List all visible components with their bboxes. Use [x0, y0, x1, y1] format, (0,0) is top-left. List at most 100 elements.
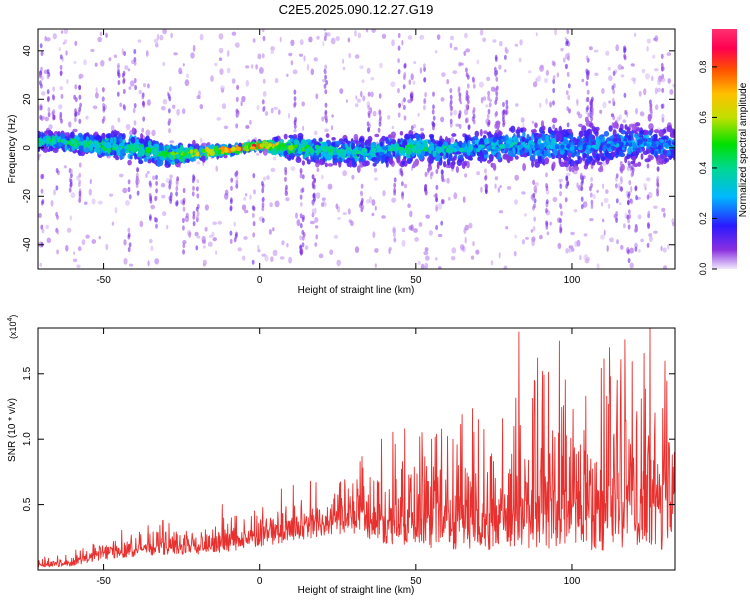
spectrogram-peak: [549, 144, 554, 150]
spectrogram-cell: [310, 68, 315, 76]
spectrogram-cell: [399, 131, 404, 136]
spectrogram-cell: [612, 97, 615, 103]
spectrogram-cell: [192, 175, 196, 181]
spectrogram-cell: [566, 29, 570, 35]
spectrogram-cell: [534, 161, 540, 168]
spectrogram-peak: [646, 143, 651, 148]
spectrogram-cell: [624, 109, 628, 115]
spectrogram-cell: [251, 205, 255, 211]
spectrogram-cell: [643, 183, 647, 188]
spectrogram-cell: [569, 159, 575, 167]
spectrogram-cell: [651, 75, 654, 82]
spectrogram-cell: [311, 199, 315, 205]
spectrogram-cell: [139, 138, 145, 144]
spectrogram-cell: [97, 135, 103, 143]
spectrogram-cell: [122, 187, 128, 194]
spectrogram-cell: [354, 29, 357, 37]
spectrogram-cell: [630, 63, 635, 67]
spectrogram-cell: [530, 129, 537, 134]
spectrogram-cell: [235, 171, 239, 177]
spectrogram-cell: [63, 132, 69, 137]
spectrogram-cell: [590, 199, 594, 205]
spectrogram-cell: [588, 46, 593, 51]
spectrogram-cell: [342, 212, 347, 216]
spectrogram-cell: [464, 108, 469, 116]
spectrogram-cell: [558, 178, 563, 182]
spectrogram-cell: [215, 250, 218, 255]
spectrogram-cell: [350, 142, 355, 151]
spectrogram-cell: [661, 154, 668, 159]
spectrogram-cell: [85, 136, 89, 143]
spectrogram-cell: [304, 152, 310, 157]
spectrogram-cell: [76, 264, 81, 269]
spectrogram-cell: [182, 187, 186, 194]
spectrogram-cell: [593, 49, 599, 53]
spectrogram-cell: [497, 152, 502, 160]
colorbar-tick-label: 0.8: [698, 61, 708, 74]
spectrogram-cell: [160, 105, 166, 111]
spectrogram-cell: [537, 75, 541, 82]
spectrogram-cell: [237, 247, 242, 252]
spectrogram-cell: [150, 204, 156, 210]
spectrogram-cell: [184, 79, 190, 87]
spectrogram-cell: [490, 260, 494, 266]
spectrogram-cell: [573, 208, 578, 213]
spectrogram-cell: [449, 94, 453, 100]
snr-chart: -50 0 50 100 0.5 1.0 1.5 Height of straight li…: [7, 315, 676, 596]
spectrogram-cell: [315, 93, 319, 100]
spectrogram-cell: [342, 170, 348, 177]
spectrogram-cell: [173, 52, 178, 56]
spectrogram-cell: [309, 220, 315, 225]
spectrogram-cell: [522, 163, 526, 172]
spectrogram-cell: [451, 247, 457, 254]
spectrogram-cell: [577, 155, 581, 161]
spectrogram-cell: [133, 60, 137, 66]
spectrogram-cell: [598, 134, 603, 140]
spectrogram-cell: [377, 127, 381, 133]
spectrogram-cell: [102, 115, 106, 122]
spectrogram-cell: [607, 66, 611, 71]
spectrogram-cell: [525, 236, 529, 240]
spectrogram-cell: [192, 185, 195, 191]
spectrogram-cell: [226, 50, 230, 57]
spectrogram-cell: [397, 69, 401, 75]
colorbar-label: Normalized spectral amplitude: [738, 82, 749, 217]
spectrogram-cell: [412, 124, 417, 129]
spectrogram-cell: [465, 103, 468, 110]
spectrogram-cell: [508, 150, 513, 157]
spectrogram-cell: [539, 234, 543, 240]
spectrogram-cell: [647, 113, 652, 122]
spectrogram-cell: [607, 203, 611, 209]
spectrogram-cell: [348, 219, 352, 223]
spectrogram-cell: [634, 32, 637, 38]
spectrogram-cell: [656, 175, 660, 181]
spectrogram-cell: [432, 125, 435, 131]
spectrogram-cell: [147, 159, 152, 164]
spectrogram-cell: [446, 158, 451, 166]
spectrogram-cell: [138, 89, 142, 95]
spectrogram-cell: [488, 153, 494, 162]
spectrogram-cell: [78, 172, 82, 178]
spectrogram-cell: [524, 139, 529, 144]
spectrogram-cell: [261, 202, 265, 208]
spectrogram-cell: [541, 125, 546, 131]
spectrogram-cell: [627, 218, 630, 224]
spectrogram-cell: [559, 223, 562, 227]
spectrogram-cell: [656, 87, 662, 93]
spectrogram-cell: [446, 78, 450, 85]
spectrogram-cell: [615, 198, 619, 204]
spectrogram-cell: [39, 72, 42, 78]
spectrogram-cell: [661, 87, 665, 93]
spectrogram-cell: [403, 183, 408, 189]
spectrogram-cell: [365, 29, 369, 33]
spectrogram-cell: [600, 201, 604, 207]
spectrogram-cell: [129, 80, 135, 87]
spectrogram-cell: [504, 54, 507, 61]
spectrogram-peak: [161, 150, 165, 156]
spectrogram-cell: [626, 127, 630, 135]
spectrogram-cell: [428, 165, 433, 171]
spectrogram-cell: [565, 39, 569, 45]
spectrogram-cell: [321, 116, 325, 122]
spectrogram-peak: [418, 145, 424, 151]
spectrogram-cell: [592, 193, 596, 200]
